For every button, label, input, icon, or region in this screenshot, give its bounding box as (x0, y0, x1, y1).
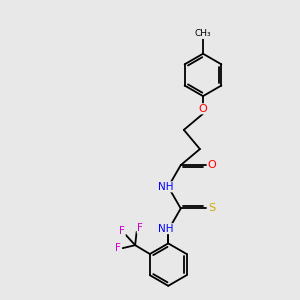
Text: NH: NH (158, 224, 174, 234)
Text: NH: NH (158, 182, 174, 192)
Text: S: S (208, 203, 215, 214)
Text: F: F (115, 243, 121, 253)
Text: F: F (137, 224, 143, 233)
Text: O: O (199, 104, 207, 114)
Text: F: F (119, 226, 125, 236)
Text: CH₃: CH₃ (195, 29, 211, 38)
Text: O: O (208, 160, 217, 170)
